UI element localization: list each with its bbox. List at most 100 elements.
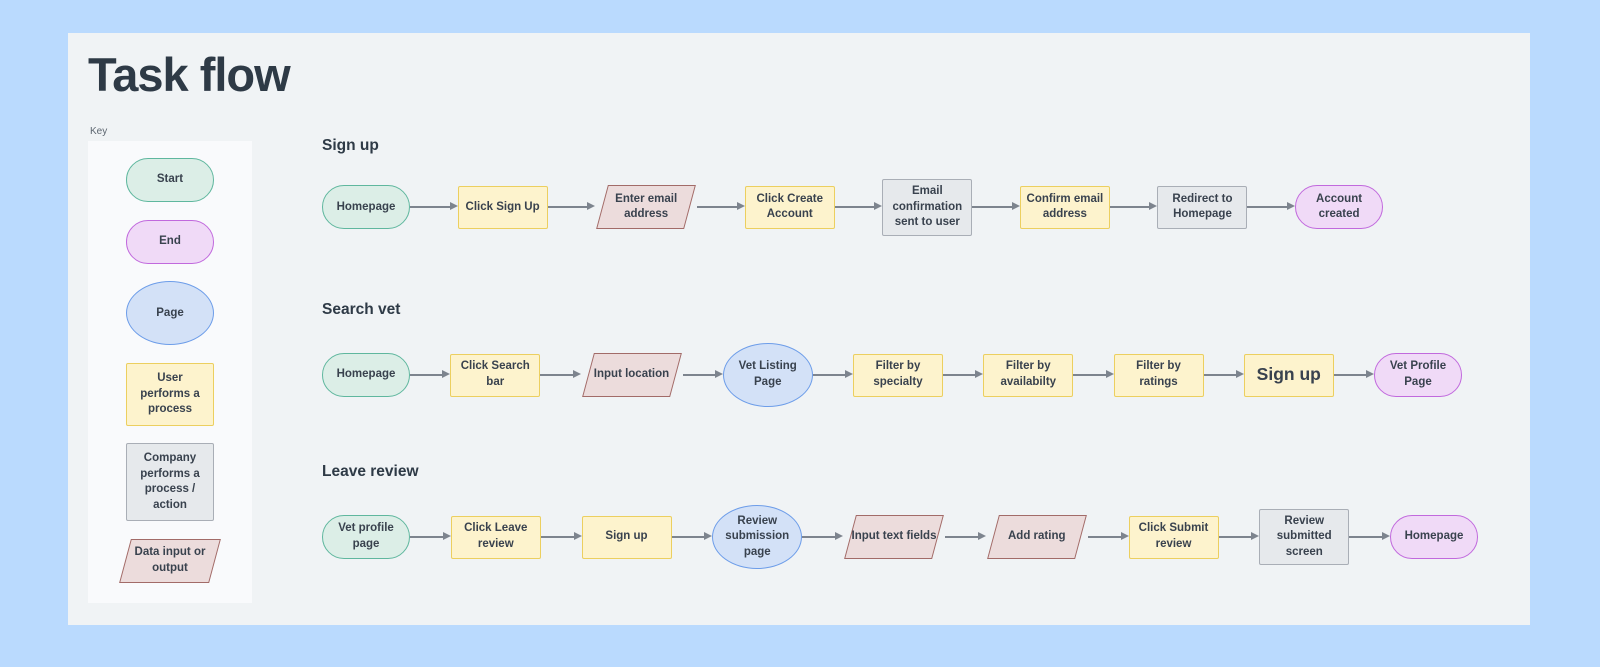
flows-area: Sign up Homepage Click Sign Up Enter email …	[322, 33, 1530, 625]
connector-arrow-icon	[1073, 370, 1114, 378]
flow-node-label: Enter email address	[615, 192, 678, 221]
diagram-canvas: Task flow Key Start End Page User performs …	[68, 33, 1530, 625]
connector-arrow-icon	[410, 532, 451, 540]
flow-node-user: Click Submit review	[1128, 515, 1219, 559]
connector-arrow-icon	[671, 532, 712, 540]
flow-row: Vet profile page Click Leave review Sign u…	[322, 505, 1478, 569]
flow-node-label: Redirect to Homepage	[1172, 192, 1233, 221]
flow-node-user: Confirm email address	[1019, 185, 1110, 229]
connector-arrow-icon	[1109, 202, 1157, 211]
flow-node-user: Click Sign Up	[457, 185, 548, 229]
flow-sign-up: Sign up Homepage Click Sign Up Enter email …	[322, 137, 1384, 236]
flow-node-data: Enter email address	[595, 185, 697, 229]
key-panel: Start End Page User performs a process Compa…	[88, 141, 252, 603]
key-shape-page: Page	[126, 281, 214, 346]
key-shape-label: Company performs a process / action	[140, 452, 200, 511]
page-title: Task flow	[88, 48, 291, 101]
flow-node-label: Confirm email address	[1026, 192, 1104, 221]
flow-node-label: Filter by availabilty	[1000, 360, 1057, 388]
flow-node-label: Input location	[593, 368, 670, 381]
key-shape-label: End	[159, 234, 181, 247]
connector-arrow-icon	[1349, 532, 1390, 540]
flow-node-label: Click Search bar	[460, 360, 530, 388]
key-shape-label: Start	[156, 173, 184, 186]
flow-node-label: Click Sign Up	[465, 200, 540, 213]
connector-arrow-icon	[1087, 532, 1129, 540]
flow-node-user: Filter by specialty	[853, 353, 943, 397]
flow-node-label: Input text fields	[851, 530, 937, 543]
flow-node-start: Homepage	[322, 353, 410, 397]
flow-node-label: Homepage	[1404, 530, 1464, 543]
flow-leave-review: Leave review Vet profile page Click Leave …	[322, 463, 1478, 569]
key-shape-start: Start	[126, 158, 214, 202]
flow-row: Homepage Click Search bar Input location Ve…	[322, 343, 1462, 407]
flow-node-user: Click Create Account	[744, 185, 835, 229]
flow-node-label: Email confirmation sent to user	[892, 185, 963, 229]
flow-node-user: Sign up	[581, 515, 672, 559]
flow-node-company: Review submitted screen	[1259, 508, 1350, 566]
key-label: Key	[90, 126, 108, 137]
connector-arrow-icon	[1203, 370, 1245, 378]
flow-node-page: Vet Listing Page	[722, 343, 813, 407]
key-shape-end: End	[126, 219, 214, 264]
flow-node-user: Click Leave review	[450, 515, 541, 559]
connector-arrow-icon	[1333, 370, 1375, 378]
connector-arrow-icon	[1218, 532, 1259, 540]
flow-title: Leave review	[322, 463, 419, 480]
flow-node-end: Homepage	[1390, 515, 1478, 559]
flow-node-label: Add rating	[1008, 530, 1066, 543]
flow-node-user: Filter by availabilty	[983, 353, 1074, 397]
flow-node-label: Filter by ratings	[1136, 360, 1181, 388]
key-shape-label: Page	[156, 306, 184, 319]
connector-arrow-icon	[945, 532, 986, 540]
flow-node-user: Filter by ratings	[1113, 353, 1204, 397]
connector-arrow-icon	[834, 202, 882, 211]
flow-title: Sign up	[322, 137, 379, 154]
flow-node-data: Input text fields	[843, 515, 945, 559]
flow-node-data: Input location	[581, 353, 683, 397]
connector-arrow-icon	[547, 202, 595, 211]
flow-node-page: Review submission page	[712, 505, 803, 569]
flow-node-end: Account created	[1295, 185, 1384, 230]
flow-node-label: Vet profile page	[338, 522, 394, 550]
connector-arrow-icon	[410, 370, 451, 378]
connector-arrow-icon	[943, 370, 984, 378]
flow-node-data: Add rating	[986, 515, 1088, 559]
flow-node-label: Click Leave review	[464, 522, 528, 550]
flow-title: Search vet	[322, 301, 401, 318]
flow-node-company: Email confirmation sent to user	[882, 179, 973, 236]
flow-node-start: Homepage	[322, 185, 410, 230]
flow-node-label: Click Create Account	[756, 192, 823, 221]
flow-node-label: Click Submit review	[1138, 522, 1209, 550]
flow-search-vet: Search vet Homepage Click Search bar Input …	[322, 301, 1462, 407]
key-shape-label: User performs a process	[140, 372, 200, 416]
key-shape-label: Data input or output	[134, 546, 206, 574]
flow-node-label: Sign up	[1256, 364, 1321, 385]
flow-node-label: Account created	[1316, 192, 1363, 221]
connector-arrow-icon	[697, 202, 745, 211]
flow-row: Homepage Click Sign Up Enter email address…	[322, 179, 1384, 236]
key-shape-user: User performs a process	[126, 363, 214, 426]
connector-arrow-icon	[802, 532, 843, 540]
flow-node-label: Homepage	[336, 200, 396, 213]
connector-arrow-icon	[682, 370, 724, 378]
connector-arrow-icon	[540, 370, 581, 378]
key-shape-data: Data input or output	[118, 539, 222, 583]
connector-arrow-icon	[972, 202, 1020, 211]
flow-node-company: Redirect to Homepage	[1157, 185, 1248, 229]
flow-node-label: Sign up	[605, 530, 648, 543]
connector-arrow-icon	[1247, 202, 1295, 211]
flow-node-user: Click Search bar	[450, 353, 541, 397]
flow-node-end: Vet Profile Page	[1374, 353, 1462, 397]
flow-node-label: Review submitted screen	[1276, 514, 1332, 558]
flow-node-start: Vet profile page	[322, 515, 410, 559]
flow-node-label: Filter by specialty	[873, 360, 923, 388]
key-shape-company: Company performs a process / action	[126, 443, 214, 522]
flow-node-label: Review submission page	[725, 514, 790, 558]
flow-node-user: Sign up	[1243, 353, 1334, 397]
flow-node-label: Vet Profile Page	[1389, 360, 1447, 388]
connector-arrow-icon	[410, 202, 458, 211]
connector-arrow-icon	[540, 532, 582, 540]
connector-arrow-icon	[812, 370, 854, 378]
flow-node-label: Homepage	[336, 368, 396, 381]
